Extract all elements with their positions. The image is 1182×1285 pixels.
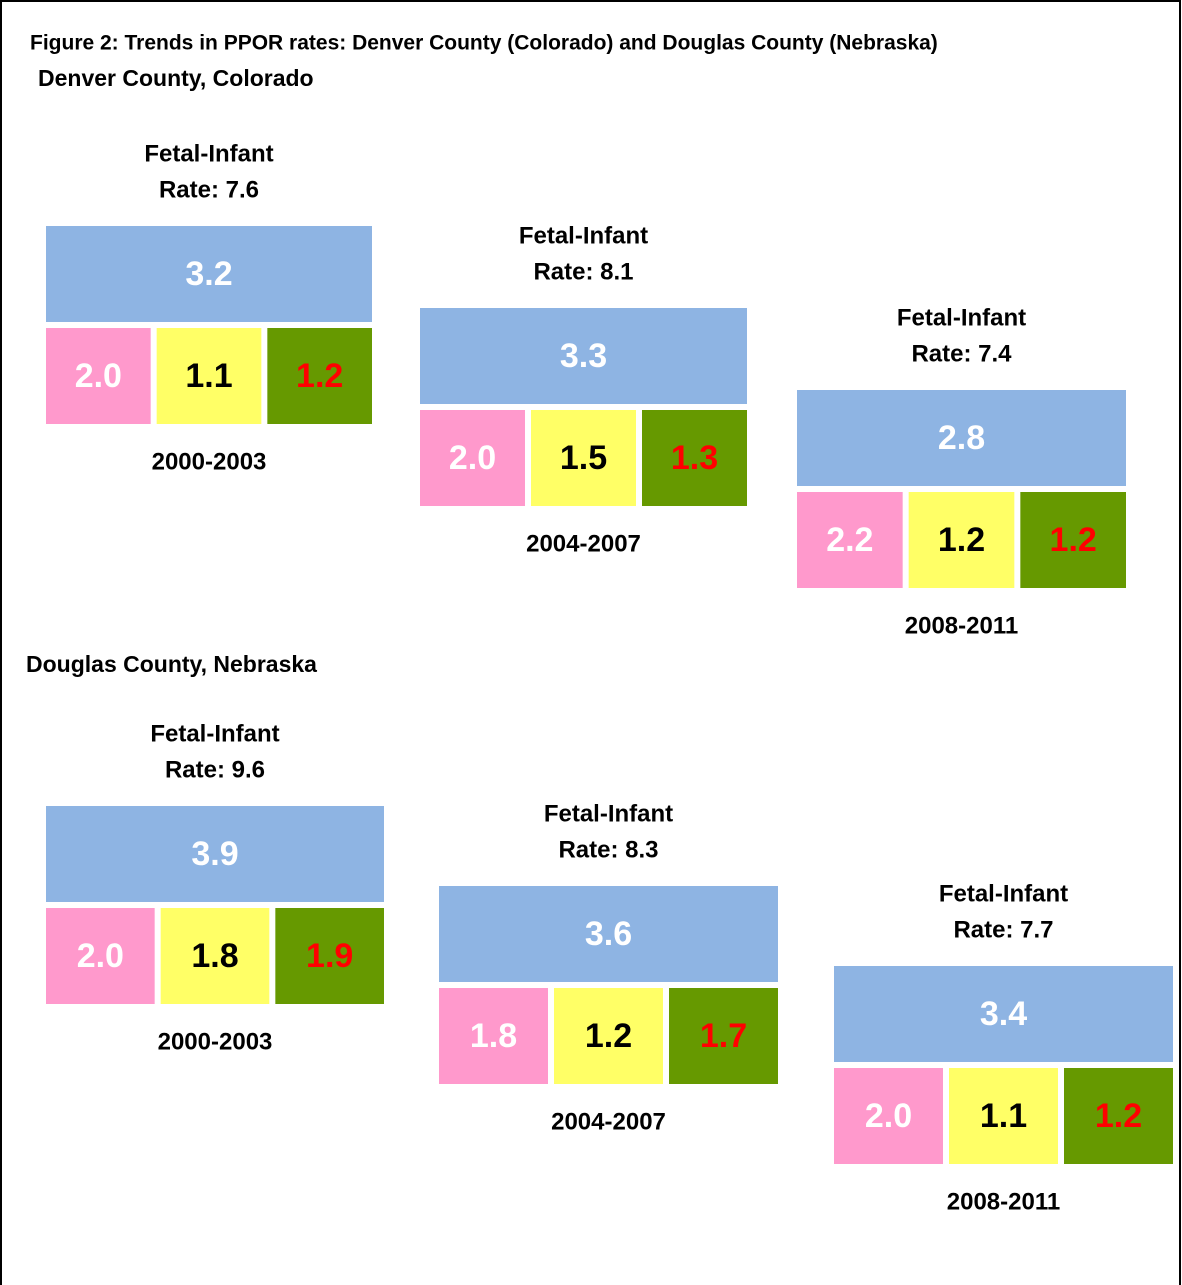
bottom-value: 1.7 [700,1017,747,1055]
panel-heading: Fetal-Infant [897,304,1026,331]
bottom-box [420,410,525,506]
bottom-value: 1.2 [938,521,985,559]
bottom-box [669,988,778,1084]
top-box [420,308,747,404]
figure-title: Figure 2: Trends in PPOR rates: Denver C… [30,32,938,55]
bottom-box [642,410,747,506]
bottom-value: 1.2 [585,1017,632,1055]
top-value: 3.2 [185,255,232,293]
bottom-box [554,988,663,1084]
bottom-value: 1.8 [191,937,238,975]
bottom-box [439,988,548,1084]
top-box [797,390,1126,486]
section-label: Denver County, Colorado [38,65,314,91]
bottom-box [1020,492,1126,588]
top-value: 3.3 [560,337,607,375]
bottom-box [531,410,636,506]
bottom-box [275,908,384,1004]
panel-heading: Fetal-Infant [519,222,648,249]
panel-period: 2008-2011 [947,1188,1060,1215]
panel-rate: Rate: 8.3 [558,836,658,863]
bottom-value: 1.2 [1095,1097,1142,1135]
panel-rate: Rate: 7.7 [953,916,1053,943]
bottom-value: 1.5 [560,439,607,477]
bottom-value: 1.3 [671,439,718,477]
bottom-box [908,492,1015,588]
bottom-box [834,1068,943,1164]
panel-rate: Rate: 9.6 [165,756,265,783]
top-box [46,226,372,322]
panel-rate: Rate: 7.6 [159,176,259,203]
bottom-value: 1.2 [296,357,343,395]
top-value: 3.9 [191,835,238,873]
panel-period: 2004-2007 [551,1108,666,1135]
bottom-value: 2.0 [77,937,124,975]
bottom-value: 1.2 [1050,521,1097,559]
bottom-box [46,908,155,1004]
panel-heading: Fetal-Infant [150,720,279,747]
top-value: 3.6 [585,915,632,953]
bottom-value: 1.8 [470,1017,517,1055]
bottom-box [1064,1068,1173,1164]
top-box [439,886,778,982]
bottom-value: 1.9 [306,937,353,975]
panel-period: 2000-2003 [152,448,267,475]
panel-rate: Rate: 7.4 [911,340,1012,367]
bottom-box [797,492,903,588]
section-label: Douglas County, Nebraska [26,651,317,677]
panel-heading: Fetal-Infant [544,800,673,827]
bottom-box [267,328,372,424]
panel-period: 2004-2007 [526,530,641,557]
bottom-box [156,328,262,424]
bottom-value: 1.1 [980,1097,1027,1135]
panel-heading: Fetal-Infant [144,140,273,167]
top-value: 3.4 [980,995,1027,1033]
bottom-value: 1.1 [185,357,232,395]
panel-period: 2008-2011 [905,612,1018,639]
bottom-value: 2.0 [75,357,122,395]
bottom-value: 2.2 [826,521,873,559]
bottom-value: 2.0 [449,439,496,477]
top-value: 2.8 [938,419,985,457]
bottom-box [949,1068,1058,1164]
top-box [46,806,384,902]
bottom-box [160,908,270,1004]
bottom-box [46,328,151,424]
top-box [834,966,1173,1062]
panel-heading: Fetal-Infant [939,880,1068,907]
panel-period: 2000-2003 [158,1028,273,1055]
panel-rate: Rate: 8.1 [533,258,633,285]
bottom-value: 2.0 [865,1097,912,1135]
